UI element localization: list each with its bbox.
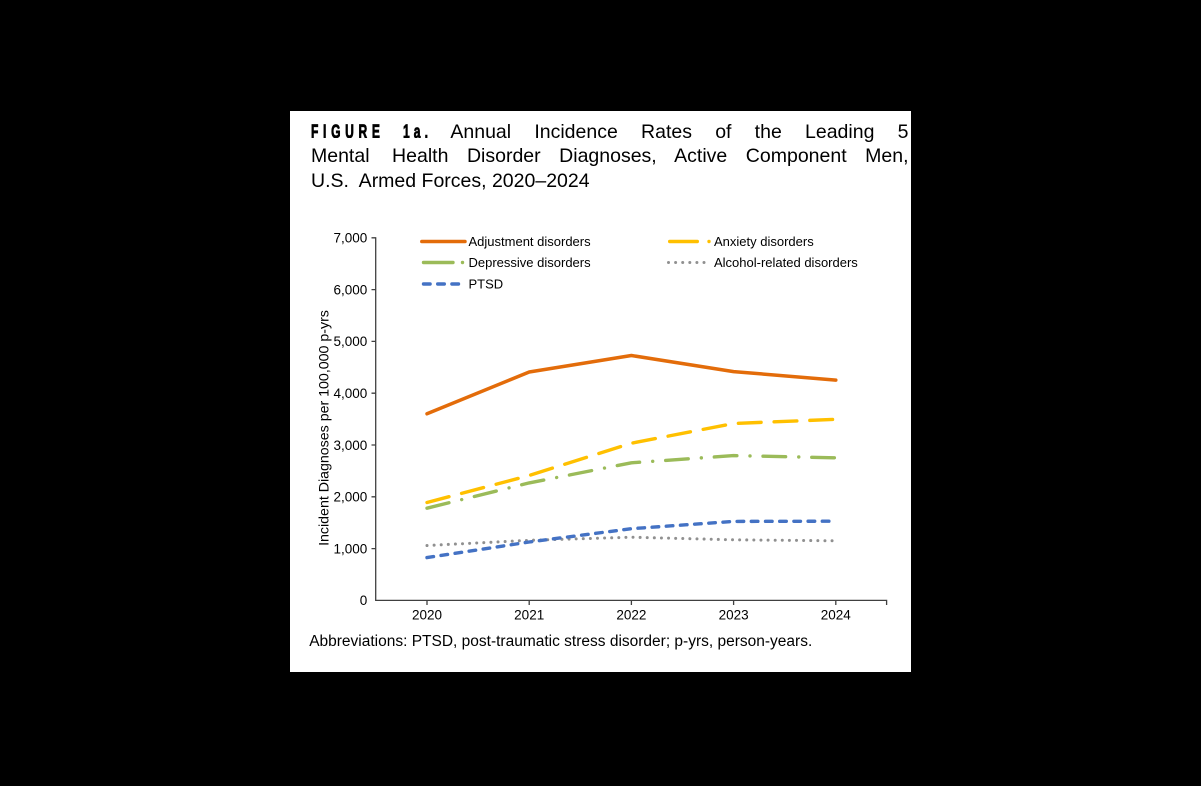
svg-text:2021: 2021 — [514, 608, 544, 623]
svg-text:2020: 2020 — [412, 608, 442, 623]
svg-text:7,000: 7,000 — [334, 231, 368, 246]
svg-text:PTSD: PTSD — [469, 277, 504, 292]
svg-text:4,000: 4,000 — [334, 386, 368, 401]
svg-text:2,000: 2,000 — [334, 490, 368, 505]
svg-text:2022: 2022 — [616, 608, 646, 623]
svg-text:3,000: 3,000 — [334, 438, 368, 453]
svg-text:2023: 2023 — [719, 608, 749, 623]
svg-text:Incident Diagnoses per 100,000: Incident Diagnoses per 100,000 p-yrs — [317, 310, 333, 546]
svg-text:Adjustment disorders: Adjustment disorders — [469, 234, 592, 249]
svg-text:2024: 2024 — [821, 608, 852, 623]
svg-text:5,000: 5,000 — [334, 334, 368, 349]
svg-text:Depressive disorders: Depressive disorders — [469, 255, 592, 270]
svg-text:0: 0 — [360, 593, 368, 608]
svg-text:Anxiety disorders: Anxiety disorders — [714, 234, 814, 249]
svg-text:1,000: 1,000 — [334, 541, 368, 556]
svg-text:6,000: 6,000 — [334, 282, 368, 297]
svg-text:Alcohol-related disorders: Alcohol-related disorders — [714, 255, 858, 270]
